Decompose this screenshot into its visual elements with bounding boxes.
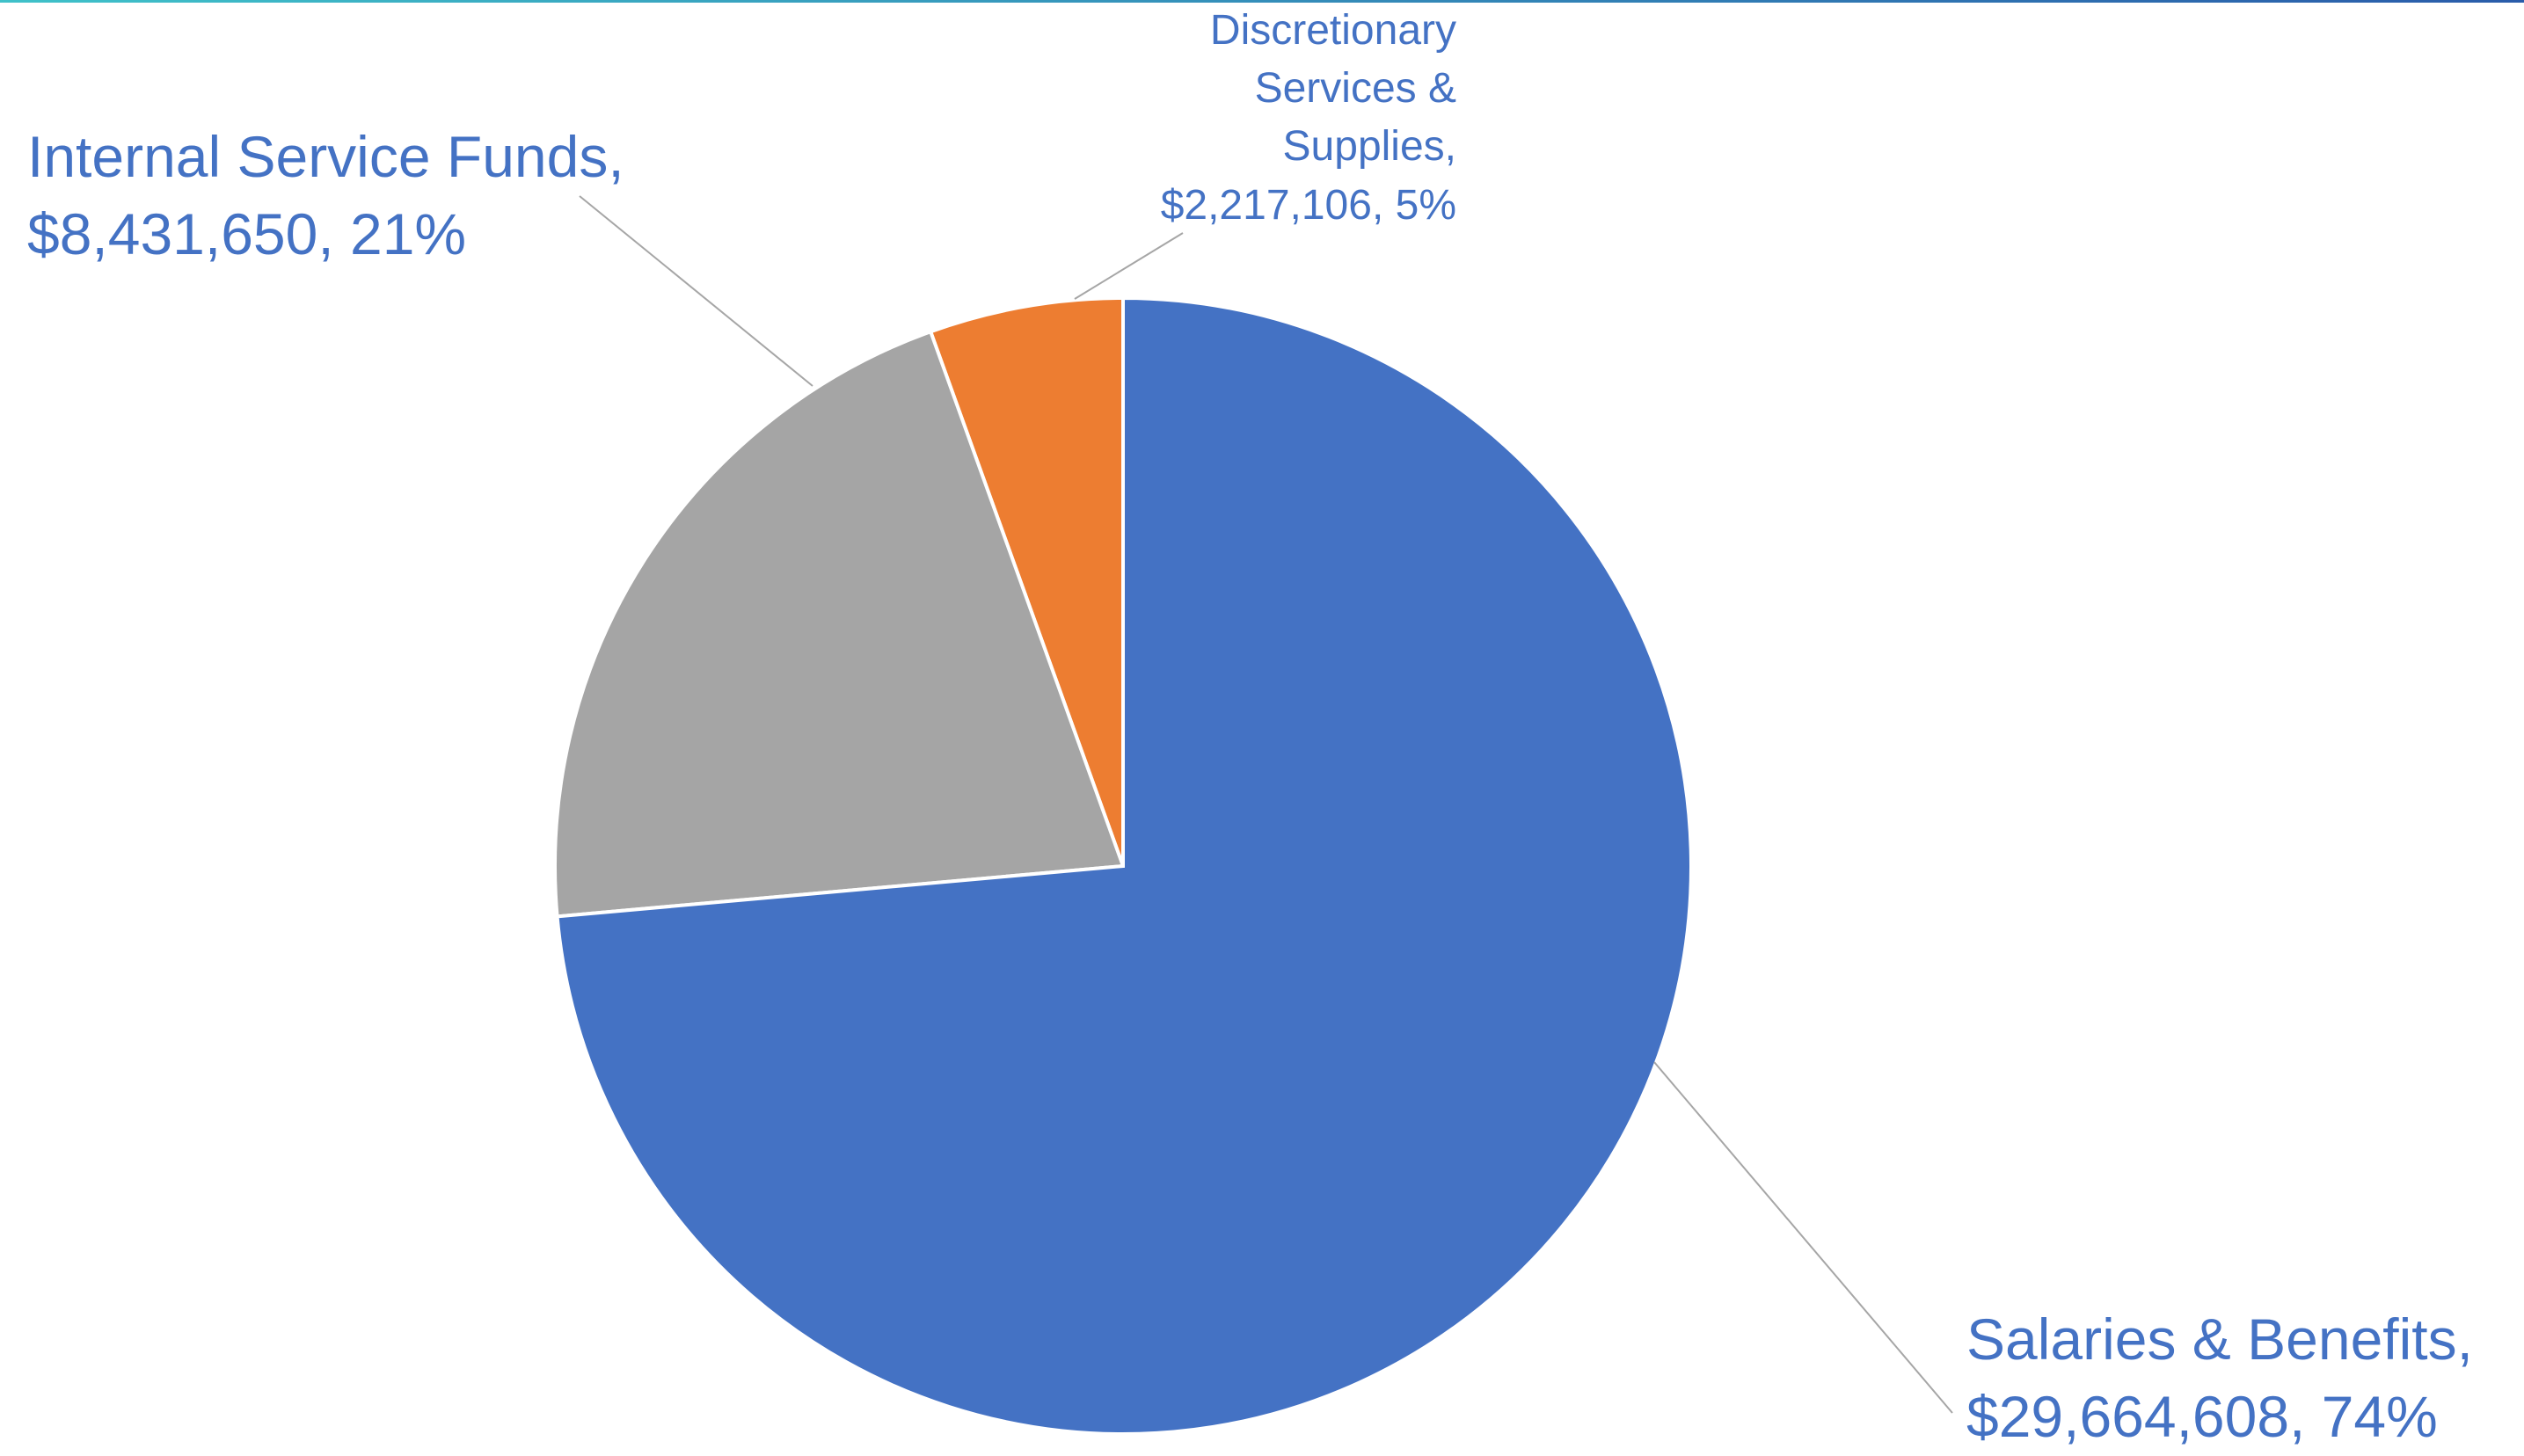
pie-slice (928, 295, 1125, 867)
pie-slice (555, 295, 1693, 1433)
category-name: Salaries & Benefits, (1966, 1307, 2473, 1372)
data-label: Discretionary Services & Supplies, $2,217… (1087, 2, 1456, 235)
leader-line (1653, 1061, 1953, 1414)
category-name: Discretionary Services & Supplies, (1209, 7, 1456, 171)
category-name: Internal Service Funds, (27, 124, 624, 189)
percentage-label: 5% (1395, 181, 1456, 229)
percentage-label: 21% (350, 200, 467, 266)
value-label: $2,217,106, (1160, 181, 1384, 229)
leader-line (1074, 232, 1184, 300)
value-label: $8,431,650, (27, 200, 334, 266)
leader-line (579, 195, 813, 387)
percentage-label: 74% (2321, 1383, 2438, 1449)
data-label: Salaries & Benefits, $29,664,608, 74% (1966, 1301, 2524, 1456)
value-label: $29,664,608, (1966, 1383, 2306, 1449)
pie-slice (553, 329, 1126, 919)
data-label: Internal Service Funds, $8,431,650, 21% (27, 119, 696, 273)
top-border (0, 0, 2524, 3)
